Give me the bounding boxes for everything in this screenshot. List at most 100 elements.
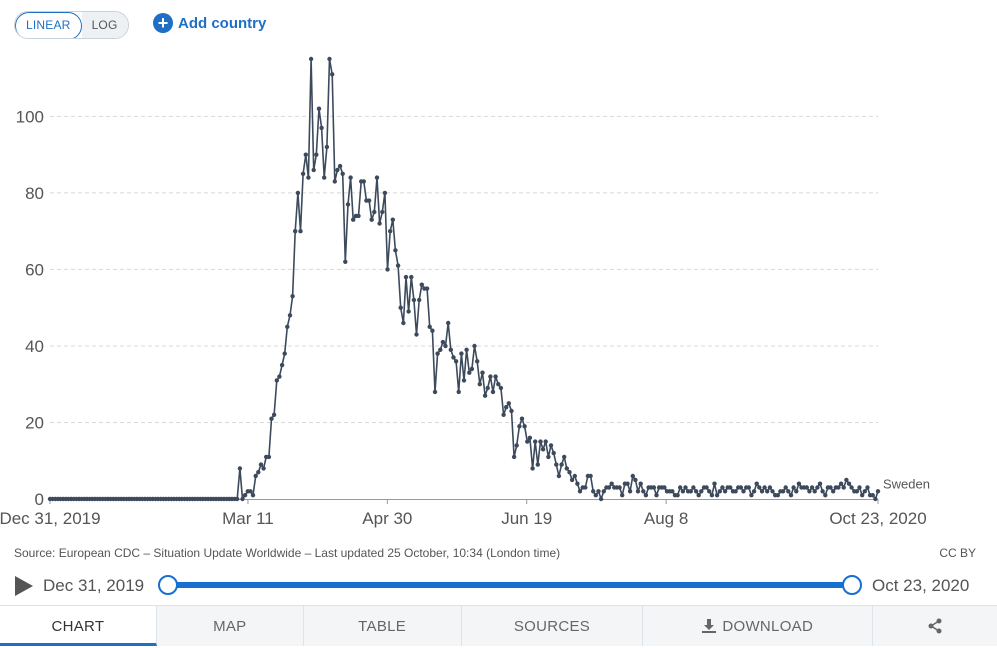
data-point <box>641 489 646 494</box>
data-point <box>775 493 780 498</box>
log-scale-button[interactable]: LOG <box>81 12 128 38</box>
x-tick-label: Apr 30 <box>362 509 412 528</box>
tab-chart[interactable]: CHART <box>0 606 157 646</box>
data-point <box>298 229 303 234</box>
data-point <box>538 439 543 444</box>
scale-toggle: LINEAR LOG <box>14 11 129 39</box>
data-point <box>759 489 765 494</box>
tab-sources[interactable]: SOURCES <box>462 606 644 646</box>
data-point <box>838 481 844 486</box>
data-point <box>556 473 562 479</box>
data-point <box>609 481 614 486</box>
data-point <box>812 489 817 494</box>
data-point <box>662 485 667 490</box>
data-point <box>588 473 593 479</box>
data-point <box>527 435 533 440</box>
data-point <box>287 313 293 318</box>
data-point <box>406 309 411 314</box>
data-point <box>440 339 446 345</box>
data-point <box>430 328 435 333</box>
data-point <box>720 485 725 490</box>
data-point <box>517 424 522 429</box>
data-point <box>857 485 862 490</box>
data-point <box>583 485 588 490</box>
data-point <box>401 320 406 326</box>
data-point <box>643 493 649 498</box>
series-line-sweden <box>50 58 879 500</box>
data-point <box>846 481 852 486</box>
data-point <box>248 489 253 494</box>
data-point <box>290 294 295 299</box>
data-point <box>786 489 791 494</box>
data-point <box>530 466 535 471</box>
tab-download[interactable]: DOWNLOAD <box>643 606 874 646</box>
data-point <box>691 485 696 490</box>
data-point <box>419 282 424 287</box>
data-point <box>475 359 480 364</box>
data-point <box>709 493 715 498</box>
data-point <box>461 378 467 383</box>
data-point <box>746 485 751 490</box>
data-point <box>469 366 475 372</box>
plus-circle-icon: + <box>153 13 173 33</box>
data-point <box>377 221 382 226</box>
y-tick-label: 40 <box>25 337 44 356</box>
data-point <box>269 416 274 421</box>
data-point <box>242 493 248 498</box>
data-point <box>340 171 345 176</box>
data-point <box>627 489 633 494</box>
data-point <box>488 374 493 379</box>
data-point <box>625 481 630 486</box>
data-point <box>345 202 351 207</box>
data-point <box>693 489 699 494</box>
tab-share[interactable] <box>873 606 997 646</box>
data-point <box>427 324 432 329</box>
data-point <box>554 462 559 467</box>
data-point <box>841 485 846 490</box>
data-point <box>559 462 564 467</box>
data-point <box>551 450 556 456</box>
data-point <box>303 152 308 157</box>
add-country-button[interactable]: + Add country <box>153 12 266 34</box>
data-point <box>849 485 854 490</box>
data-point <box>683 485 688 490</box>
data-point <box>854 489 860 494</box>
data-point <box>606 485 612 490</box>
linear-scale-button[interactable]: LINEAR <box>15 12 82 38</box>
timeline-end-handle[interactable] <box>842 575 862 595</box>
play-icon[interactable] <box>15 576 33 596</box>
timeline-start-label: Dec 31, 2019 <box>43 576 145 595</box>
data-point <box>438 347 443 352</box>
timeline-track[interactable] <box>167 582 852 588</box>
data-point <box>807 489 812 494</box>
data-point <box>311 167 316 173</box>
data-point <box>361 179 366 184</box>
data-point <box>678 485 683 490</box>
data-point <box>403 274 409 280</box>
data-point <box>525 439 530 444</box>
data-point <box>620 493 625 498</box>
data-point <box>783 485 788 490</box>
y-tick-label: 100 <box>16 107 44 126</box>
data-point <box>501 412 506 417</box>
data-point <box>366 198 372 203</box>
data-point <box>446 320 451 326</box>
data-point <box>765 489 770 494</box>
data-point <box>277 374 282 379</box>
data-point <box>591 489 596 494</box>
x-tick-label: Jun 19 <box>501 509 552 528</box>
data-point <box>770 489 775 494</box>
data-point <box>372 209 377 215</box>
data-point <box>794 489 799 494</box>
data-point <box>704 485 709 490</box>
data-point <box>809 485 815 490</box>
data-point <box>714 493 720 498</box>
license-link[interactable]: CC BY <box>939 546 976 560</box>
data-point <box>306 175 311 180</box>
data-point <box>635 489 641 494</box>
data-point <box>498 385 504 391</box>
tab-map[interactable]: MAP <box>157 606 304 646</box>
tab-table[interactable]: TABLE <box>304 606 462 646</box>
x-tick-label: Mar 11 <box>222 509 274 528</box>
timeline-start-handle[interactable] <box>158 575 178 595</box>
